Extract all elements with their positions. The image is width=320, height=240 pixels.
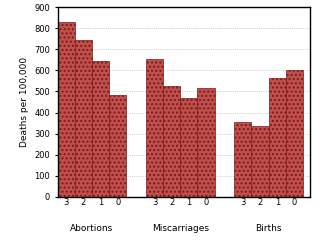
Bar (252, 126, 269, 197)
Text: Miscarriages: Miscarriages (152, 224, 209, 233)
Text: Births: Births (255, 224, 282, 233)
Bar (286, 70, 303, 197)
Bar (269, 78, 286, 197)
Bar (197, 88, 215, 197)
Text: Abortions: Abortions (70, 224, 114, 233)
Bar (92, 61, 109, 197)
Bar (75, 40, 92, 197)
Bar (234, 122, 252, 197)
Bar (109, 95, 126, 197)
Bar (58, 22, 75, 197)
Y-axis label: Deaths per 100,000: Deaths per 100,000 (20, 57, 28, 147)
Bar (146, 59, 163, 197)
Bar (163, 86, 180, 197)
Bar (180, 98, 197, 197)
